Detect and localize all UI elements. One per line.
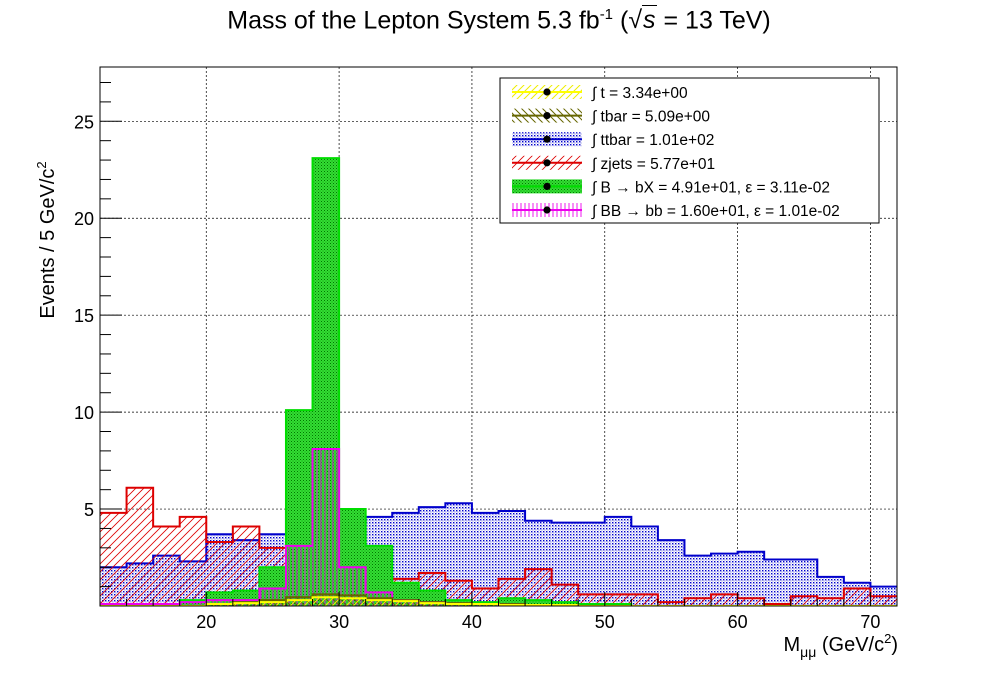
legend-entry-BB_bb: ∫ BB → bb = 1.60e+01, ε = 1.01e-02 [512,203,840,220]
series-outline-B_bX [100,157,897,606]
y-tick-label-3: 20 [74,209,94,229]
y-tick-label-1: 10 [74,403,94,423]
x-tick-label-0: 20 [196,612,216,632]
chart-title: Mass of the Lepton System 5.3 fb-1 (√s =… [227,5,771,35]
legend-entry-B_bX: ∫ B → bX = 4.91e+01, ε = 3.11e-02 [512,179,830,196]
x-tick-label-1: 30 [329,612,349,632]
series-area-t [100,597,897,606]
y-tick-label-2: 15 [74,306,94,326]
x-axis-label: Mμμ (GeV/c2) [783,631,898,660]
legend-entry-zjets: ∫ zjets = 5.77e+01 [512,155,715,173]
sqrt-symbol: √ [628,6,643,35]
x-tick-label-2: 40 [462,612,482,632]
legend-label-ttbar: ∫ ttbar = 1.01e+02 [591,132,714,149]
legend: ∫ t = 3.34e+00 ∫ tbar = 5.09e+00 ∫ ttbar =… [499,77,880,224]
series-area-B_bX [100,158,897,606]
legend-marker-B_bX [543,182,551,190]
legend-entry-tbar: ∫ tbar = 5.09e+00 [512,108,710,126]
legend-marker-tbar [543,112,551,120]
legend-label-B_bX: ∫ B → bX = 4.91e+01, ε = 3.11e-02 [591,179,830,196]
y-tick-label-0: 5 [84,500,94,520]
legend-box [499,77,880,224]
axes: 20 30 40 50 60 70 5 10 15 20 25 [74,82,898,632]
legend-marker-ttbar [543,135,551,143]
legend-label-tbar: ∫ tbar = 5.09e+00 [591,109,710,126]
legend-marker-BB_bb [543,206,551,214]
x-tick-label-5: 70 [860,612,880,632]
x-tick-label-4: 60 [728,612,748,632]
legend-entry-ttbar: ∫ ttbar = 1.01e+02 [512,132,714,149]
legend-marker-zjets [543,159,551,167]
series-B_bX [100,157,897,606]
y-tick-label-4: 25 [74,112,94,132]
legend-marker-t [543,88,551,96]
legend-label-zjets: ∫ zjets = 5.77e+01 [591,156,715,173]
series-area-BB_bb [100,448,897,606]
x-tick-label-3: 50 [595,612,615,632]
legend-entry-t: ∫ t = 3.34e+00 [512,85,688,102]
legend-label-BB_bb: ∫ BB → bb = 1.60e+01, ε = 1.01e-02 [591,203,840,220]
legend-label-t: ∫ t = 3.34e+00 [591,85,688,102]
y-axis-label: Events / 5 GeV/c2 [34,161,59,318]
